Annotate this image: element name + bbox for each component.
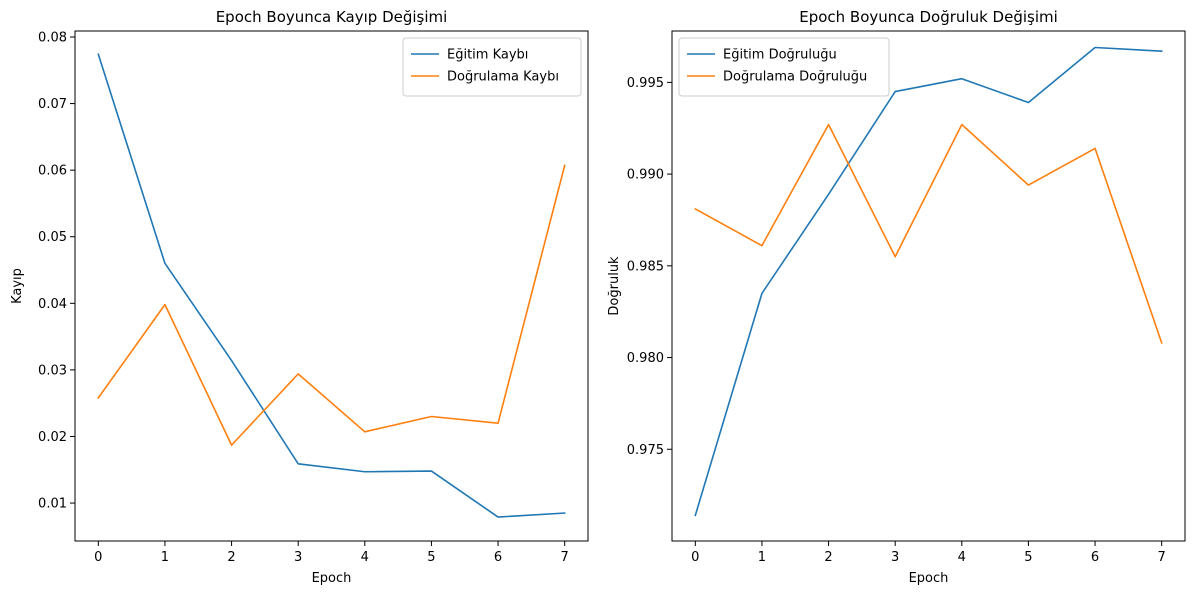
- y-tick-label: 0.03: [38, 363, 67, 378]
- legend-label: Eğitim Kaybı: [447, 48, 528, 63]
- y-tick-label: 0.04: [38, 297, 67, 312]
- chart-title: Epoch Boyunca Doğruluk Değişimi: [799, 8, 1058, 26]
- x-tick-label: 0: [691, 550, 699, 565]
- x-tick-label: 5: [1024, 550, 1032, 565]
- y-tick-label: 0.05: [38, 230, 67, 245]
- y-tick-label: 0.985: [627, 259, 664, 274]
- y-tick-label: 0.06: [38, 164, 67, 179]
- plot-frame: [671, 30, 1186, 542]
- x-axis-label: Epoch: [312, 571, 352, 586]
- x-tick-label: 4: [958, 550, 966, 565]
- y-axis-label: Kayıp: [10, 268, 25, 304]
- legend-label: Eğitim Doğruluğu: [723, 48, 837, 63]
- series-line: [97, 53, 566, 518]
- x-tick-label: 5: [427, 550, 435, 565]
- legend: Eğitim Kaybı Doğrulama Kaybı: [402, 37, 582, 97]
- x-axis-label: Epoch: [909, 571, 949, 586]
- x-tick-label: 7: [561, 550, 569, 565]
- legend-box: [678, 37, 890, 97]
- legend: Eğitim Doğruluğu Doğrulama Doğruluğu: [678, 37, 890, 97]
- legend-label: Doğrulama Kaybı: [447, 70, 559, 85]
- y-tick-label: 0.08: [38, 30, 67, 45]
- x-tick-label: 1: [161, 550, 169, 565]
- legend-label: Doğrulama Doğruluğu: [723, 70, 867, 85]
- chart-1: Epoch Boyunca Kayıp Değişimi 0 1 2 3 4 5 6 7 0.01…: [10, 8, 589, 586]
- y-tick-label: 0.995: [627, 76, 664, 91]
- x-tick-label: 4: [361, 550, 369, 565]
- x-tick-label: 3: [891, 550, 899, 565]
- y-tick-label: 0.01: [38, 497, 67, 512]
- y-tick-label: 0.02: [38, 430, 67, 445]
- plot-frame: [74, 30, 589, 542]
- x-tick-label: 0: [94, 550, 102, 565]
- chart-2: Epoch Boyunca Doğruluk Değişimi 0 1 2 3 4 5 6 7 0…: [607, 8, 1186, 586]
- x-tick-label: 3: [294, 550, 302, 565]
- x-tick-label: 2: [227, 550, 235, 565]
- legend-box: [402, 37, 582, 97]
- series-line: [694, 123, 1163, 344]
- y-tick-label: 0.07: [38, 97, 67, 112]
- x-tick-label: 6: [1091, 550, 1099, 565]
- series-line: [97, 164, 566, 446]
- y-tick-label: 0.975: [627, 443, 664, 458]
- y-tick-label: 0.980: [627, 351, 664, 366]
- chart-title: Epoch Boyunca Kayıp Değişimi: [216, 8, 448, 26]
- x-tick-label: 7: [1158, 550, 1166, 565]
- y-tick-label: 0.990: [627, 168, 664, 183]
- series-line: [694, 46, 1163, 517]
- x-tick-label: 2: [824, 550, 832, 565]
- x-tick-label: 6: [494, 550, 502, 565]
- y-axis-label: Doğruluk: [607, 256, 622, 316]
- x-tick-label: 1: [758, 550, 766, 565]
